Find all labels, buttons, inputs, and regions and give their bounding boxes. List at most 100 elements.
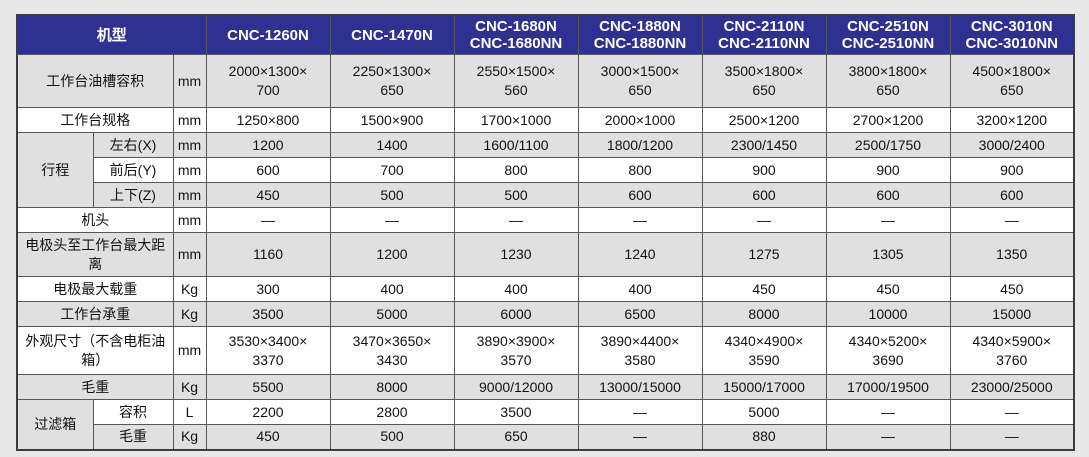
value-cell: 3890×4400× 3580 bbox=[577, 326, 703, 375]
value-cell: 1305 bbox=[825, 232, 951, 277]
value-cell: 6500 bbox=[577, 301, 703, 327]
value-cell: — bbox=[949, 424, 1075, 450]
value-cell: 8000 bbox=[329, 374, 455, 400]
table-row: 上下(Z) mm 450 500 500 600 600 600 600 bbox=[17, 182, 1075, 208]
value-cell: 450 bbox=[205, 424, 331, 450]
row-label-cell: 外观尺寸（不含电柜油箱） bbox=[16, 326, 174, 375]
value-cell: 3500 bbox=[205, 301, 331, 327]
value-cell: 3500 bbox=[453, 399, 579, 425]
value-cell: 3800×1800× 650 bbox=[825, 54, 951, 108]
unit-cell: mm bbox=[172, 182, 207, 208]
value-cell: 450 bbox=[949, 276, 1075, 302]
value-cell: 1200 bbox=[329, 232, 455, 277]
value-cell: 600 bbox=[577, 182, 703, 208]
value-cell: 3470×3650× 3430 bbox=[329, 326, 455, 375]
unit-cell: mm bbox=[172, 107, 207, 133]
spec-table: 机型 CNC-1260N CNC-1470N CNC-1680N CNC-1680N… bbox=[16, 14, 1075, 451]
value-cell: 650 bbox=[453, 424, 579, 450]
corner-header-cell: 机型 bbox=[16, 14, 207, 55]
value-cell: 3890×3900× 3570 bbox=[453, 326, 579, 375]
value-cell: 5500 bbox=[205, 374, 331, 400]
value-cell: 600 bbox=[949, 182, 1075, 208]
value-cell: 1400 bbox=[329, 132, 455, 158]
value-cell: — bbox=[329, 207, 455, 233]
value-cell: 450 bbox=[205, 182, 331, 208]
row-label-cell: 机头 bbox=[16, 207, 174, 233]
value-cell: 2300/1450 bbox=[701, 132, 827, 158]
row-label-cell: 容积 bbox=[92, 399, 174, 425]
value-cell: 3500×1800× 650 bbox=[701, 54, 827, 108]
value-cell: 2700×1200 bbox=[825, 107, 951, 133]
value-cell: 1600/1100 bbox=[453, 132, 579, 158]
model-header-cell: CNC-1260N bbox=[205, 14, 331, 55]
value-cell: — bbox=[577, 424, 703, 450]
value-cell: 4340×4900× 3590 bbox=[701, 326, 827, 375]
table-row: 工作台规格 mm 1250×800 1500×900 1700×1000 2000×100… bbox=[16, 107, 1075, 133]
unit-cell: mm bbox=[172, 232, 207, 277]
value-cell: 2550×1500× 560 bbox=[453, 54, 579, 108]
table-row: 机头 mm — — — — — — — bbox=[16, 207, 1075, 233]
value-cell: 2500×1200 bbox=[701, 107, 827, 133]
value-cell: — bbox=[825, 399, 951, 425]
value-cell: — bbox=[701, 207, 827, 233]
table-row: 行程 左右(X) mm 1200 1400 1600/1100 1800/1200 2300/… bbox=[16, 132, 1075, 208]
group-label-cell: 过滤箱 bbox=[16, 399, 94, 450]
value-cell: 900 bbox=[825, 157, 951, 183]
value-cell: 4340×5900× 3760 bbox=[949, 326, 1075, 375]
value-cell: 500 bbox=[329, 424, 455, 450]
model-header-cell: CNC-2510N CNC-2510NN bbox=[825, 14, 951, 55]
unit-cell: Kg bbox=[172, 301, 207, 327]
value-cell: 400 bbox=[453, 276, 579, 302]
value-cell: 900 bbox=[701, 157, 827, 183]
value-cell: — bbox=[577, 207, 703, 233]
table-row: 外观尺寸（不含电柜油箱） mm 3530×3400× 3370 3470×3650× … bbox=[16, 326, 1075, 375]
value-cell: 3000/2400 bbox=[949, 132, 1075, 158]
table-row: 前后(Y) mm 600 700 800 800 900 900 900 bbox=[17, 157, 1075, 183]
value-cell: 880 bbox=[701, 424, 827, 450]
value-cell: 1275 bbox=[701, 232, 827, 277]
value-cell: 3000×1500× 650 bbox=[577, 54, 703, 108]
row-label-cell: 左右(X) bbox=[92, 132, 174, 158]
value-cell: 500 bbox=[329, 182, 455, 208]
value-cell: 6000 bbox=[453, 301, 579, 327]
value-cell: 1230 bbox=[453, 232, 579, 277]
table-row: 毛重 Kg 5500 8000 9000/12000 13000/15000 15000/1… bbox=[16, 374, 1075, 400]
value-cell: 8000 bbox=[701, 301, 827, 327]
row-label-cell: 电极头至工作台最大距离 bbox=[16, 232, 174, 277]
value-cell: — bbox=[825, 424, 951, 450]
value-cell: 600 bbox=[205, 157, 331, 183]
value-cell: 900 bbox=[949, 157, 1075, 183]
value-cell: 2000×1300× 700 bbox=[205, 54, 331, 108]
row-label-cell: 工作台油槽容积 bbox=[16, 54, 174, 108]
value-cell: 400 bbox=[329, 276, 455, 302]
value-cell: — bbox=[205, 207, 331, 233]
model-header-cell: CNC-1680N CNC-1680NN bbox=[453, 14, 579, 55]
value-cell: 1250×800 bbox=[205, 107, 331, 133]
unit-cell: Kg bbox=[172, 424, 207, 450]
value-cell: 23000/25000 bbox=[949, 374, 1075, 400]
value-cell: 450 bbox=[701, 276, 827, 302]
value-cell: — bbox=[453, 207, 579, 233]
model-header-cell: CNC-1880N CNC-1880NN bbox=[577, 14, 703, 55]
table-row: 工作台油槽容积 mm 2000×1300× 700 2250×1300× 650 255… bbox=[16, 54, 1075, 108]
value-cell: 800 bbox=[453, 157, 579, 183]
value-cell: 15000 bbox=[949, 301, 1075, 327]
value-cell: — bbox=[825, 207, 951, 233]
value-cell: — bbox=[577, 399, 703, 425]
unit-cell: mm bbox=[172, 132, 207, 158]
value-cell: 2250×1300× 650 bbox=[329, 54, 455, 108]
value-cell: 2200 bbox=[205, 399, 331, 425]
row-label-cell: 毛重 bbox=[92, 424, 174, 450]
value-cell: 5000 bbox=[329, 301, 455, 327]
table-row: 过滤箱 容积 L 2200 2800 3500—5000— — bbox=[16, 399, 1075, 450]
value-cell: 600 bbox=[825, 182, 951, 208]
value-cell: 1160 bbox=[205, 232, 331, 277]
value-cell: — bbox=[949, 399, 1075, 425]
value-cell: — bbox=[949, 207, 1075, 233]
value-cell: 600 bbox=[701, 182, 827, 208]
row-label-cell: 上下(Z) bbox=[92, 182, 174, 208]
unit-cell: L bbox=[172, 399, 207, 425]
unit-cell: Kg bbox=[172, 374, 207, 400]
value-cell: 1700×1000 bbox=[453, 107, 579, 133]
unit-cell: Kg bbox=[172, 276, 207, 302]
